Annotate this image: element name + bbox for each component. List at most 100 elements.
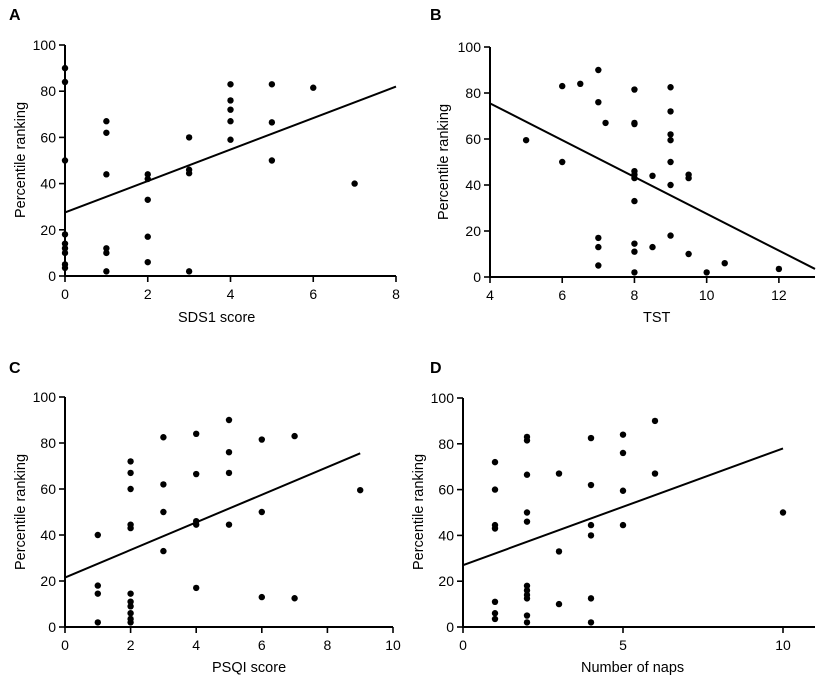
x-tick-label-b: 10 (699, 287, 715, 303)
data-point-b (595, 99, 602, 106)
panel-c: C 0 20 40 60 80 100 0 2 4 6 8 10 PSQI score Percentile… (9, 360, 401, 676)
data-point-d (523, 587, 531, 594)
data-point-c (193, 430, 200, 437)
data-point-b (721, 260, 728, 267)
y-tick-label-d: 0 (446, 619, 454, 635)
x-tick-label-b: 6 (558, 287, 566, 303)
data-point-c (94, 590, 102, 597)
data-point-a (103, 129, 110, 136)
data-point-a (227, 118, 234, 125)
data-point-a (185, 170, 193, 177)
data-point-d (491, 610, 499, 617)
x-tick-label-c: 2 (127, 637, 135, 653)
panel-letter-b: B (430, 7, 442, 24)
y-tick-label-c: 80 (40, 435, 56, 451)
y-tick-label-a: 40 (40, 176, 56, 192)
data-point-d (523, 619, 531, 626)
data-point-d (587, 532, 595, 539)
data-point-d (555, 470, 563, 477)
data-point-d (587, 521, 595, 529)
data-point-d (523, 582, 531, 589)
data-point-a (310, 84, 317, 91)
y-tick-label-d: 40 (438, 527, 454, 543)
data-point-b (602, 119, 609, 127)
x-tick-label-a: 6 (309, 286, 317, 302)
data-point-b (631, 197, 638, 205)
data-point-b (631, 120, 638, 128)
data-point-c (193, 470, 200, 478)
data-point-c (127, 458, 134, 465)
trendline-b (489, 102, 816, 270)
data-point-c (258, 436, 265, 443)
data-point-c (127, 610, 134, 617)
x-tick-label-d: 0 (459, 637, 467, 653)
data-point-d (523, 509, 531, 516)
x-axis-label-a: SDS1 score (178, 310, 255, 326)
y-axis-label-b: Percentile ranking (436, 104, 452, 220)
data-point-c (160, 434, 167, 441)
data-point-b (631, 269, 638, 276)
data-point-c (357, 486, 364, 494)
data-point-d (491, 458, 499, 466)
y-tick-label-c: 20 (40, 573, 56, 589)
y-tick-label-a: 60 (40, 129, 56, 145)
data-point-a (61, 64, 69, 72)
y-tick-label-c: 60 (40, 481, 56, 497)
data-point-d (587, 434, 595, 442)
data-point-c (127, 469, 134, 477)
y-tick-label-d: 20 (438, 573, 454, 589)
data-point-c (127, 590, 134, 597)
data-point-c (225, 416, 233, 424)
data-point-d (491, 615, 499, 623)
data-point-c (160, 508, 167, 516)
y-tick-label-b: 100 (458, 39, 482, 55)
data-point-a (61, 231, 69, 238)
data-point-d (523, 518, 531, 525)
data-point-a (103, 245, 110, 252)
data-point-a (61, 240, 69, 247)
trendline-d (462, 447, 784, 567)
data-point-d (555, 600, 563, 608)
x-axis-label-b: TST (643, 310, 671, 326)
x-tick-label-c: 0 (61, 637, 69, 653)
data-point-d (491, 598, 499, 606)
data-point-a (103, 171, 110, 178)
y-tick-label-c: 40 (40, 527, 56, 543)
data-point-c (193, 584, 200, 592)
data-point-b (559, 82, 566, 90)
data-point-d (555, 548, 563, 555)
data-point-c (225, 521, 233, 528)
y-axis-label-d: Percentile ranking (411, 454, 427, 570)
data-point-b (649, 172, 656, 179)
data-point-a (61, 249, 69, 257)
data-point-b (667, 181, 674, 189)
data-point-b (649, 243, 656, 251)
y-tick-label-b: 0 (473, 269, 481, 285)
data-point-d (587, 595, 595, 602)
panel-letter-a: A (9, 7, 21, 24)
data-point-d (619, 487, 627, 494)
data-point-a (103, 118, 110, 125)
x-tick-label-b: 12 (771, 287, 787, 303)
data-point-d (491, 525, 499, 532)
y-tick-label-a: 100 (33, 37, 57, 53)
x-tick-label-a: 2 (144, 286, 152, 302)
data-point-a (268, 157, 276, 164)
data-point-c (127, 524, 134, 532)
y-tick-label-c: 0 (48, 619, 56, 635)
data-point-c (291, 595, 298, 602)
data-point-c (258, 593, 265, 601)
data-point-a (61, 157, 69, 164)
data-point-b (667, 232, 674, 239)
data-point-a (268, 81, 276, 88)
data-point-a (144, 171, 151, 178)
data-point-a (351, 180, 358, 187)
data-point-c (225, 469, 233, 477)
data-point-a (227, 106, 234, 113)
data-point-b (595, 66, 602, 74)
x-tick-label-b: 4 (486, 287, 494, 303)
data-point-d (651, 470, 659, 477)
x-tick-label-d: 5 (619, 637, 627, 653)
x-axis-label-d: Number of naps (581, 660, 684, 676)
data-point-b (667, 108, 674, 115)
